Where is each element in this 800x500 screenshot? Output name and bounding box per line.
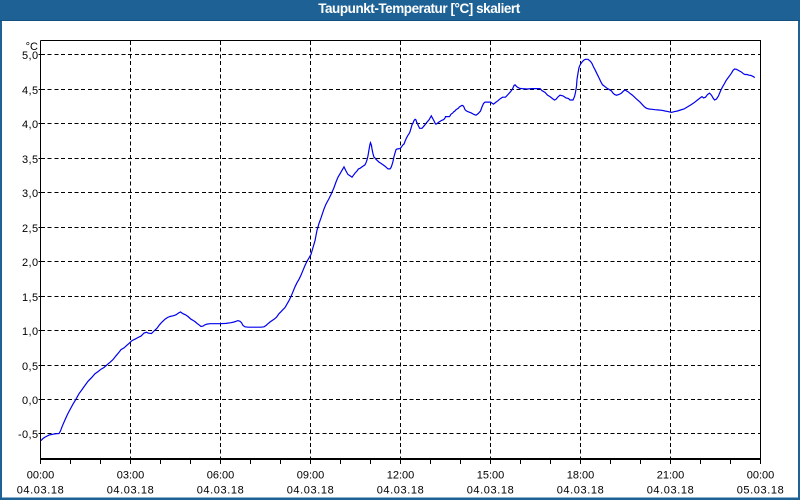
svg-text:04.03.18: 04.03.18 [377, 485, 425, 497]
svg-text:3,5: 3,5 [22, 154, 39, 166]
svg-text:2,5: 2,5 [22, 223, 39, 235]
svg-text:Taupunkt-Temperatur [°C] skali: Taupunkt-Temperatur [°C] skaliert [318, 1, 521, 16]
svg-text:5,0: 5,0 [22, 50, 39, 62]
svg-text:15:00: 15:00 [477, 470, 505, 482]
svg-text:1,0: 1,0 [22, 326, 39, 338]
svg-text:2,0: 2,0 [22, 257, 39, 269]
svg-text:00:00: 00:00 [27, 470, 55, 482]
svg-text:12:00: 12:00 [387, 470, 415, 482]
svg-text:04.03.18: 04.03.18 [467, 485, 515, 497]
svg-text:04.03.18: 04.03.18 [17, 485, 65, 497]
svg-text:-0,5: -0,5 [18, 429, 39, 441]
svg-text:1,5: 1,5 [22, 292, 39, 304]
svg-text:00:00: 00:00 [747, 470, 775, 482]
svg-text:0,0: 0,0 [22, 395, 39, 407]
svg-text:21:00: 21:00 [657, 470, 685, 482]
svg-text:09:00: 09:00 [297, 470, 325, 482]
svg-text:03:00: 03:00 [117, 470, 145, 482]
svg-text:04.03.18: 04.03.18 [197, 485, 245, 497]
svg-text:04.03.18: 04.03.18 [557, 485, 605, 497]
svg-text:18:00: 18:00 [567, 470, 595, 482]
svg-text:3,0: 3,0 [22, 188, 39, 200]
svg-text:04.03.18: 04.03.18 [107, 485, 155, 497]
svg-text:04.03.18: 04.03.18 [647, 485, 695, 497]
svg-text:0,5: 0,5 [22, 361, 39, 373]
svg-text:4,5: 4,5 [22, 85, 39, 97]
svg-text:05.03.18: 05.03.18 [737, 485, 785, 497]
svg-text:4,0: 4,0 [22, 119, 39, 131]
svg-text:04.03.18: 04.03.18 [287, 485, 335, 497]
svg-text:06:00: 06:00 [207, 470, 235, 482]
svg-text:°C: °C [26, 41, 38, 53]
